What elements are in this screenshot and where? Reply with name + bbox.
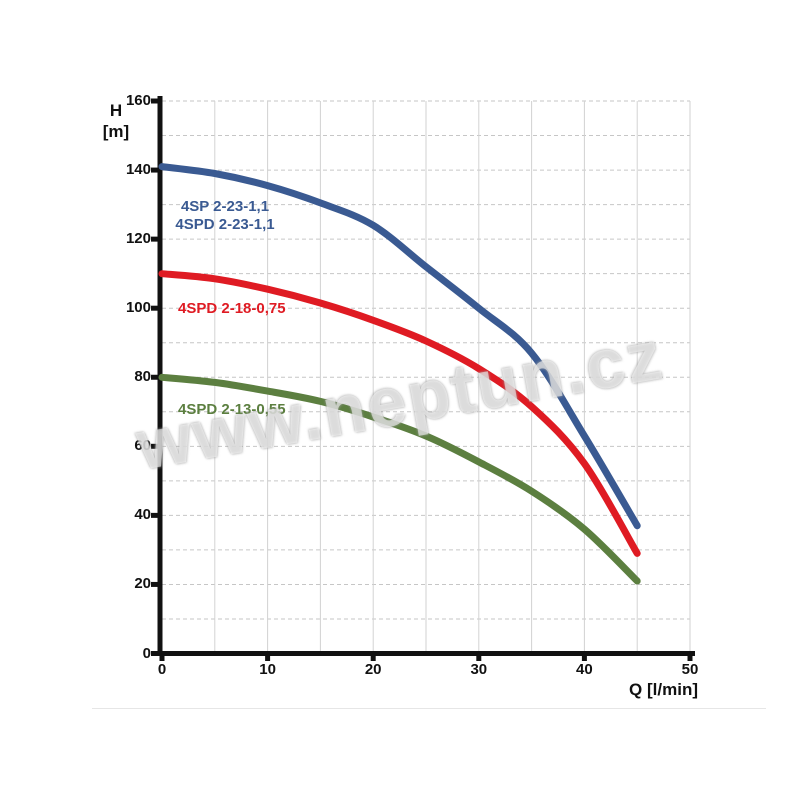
x-tick-label: 0: [157, 661, 167, 678]
y-tick-label: 20: [134, 575, 151, 593]
y-tick-label: 80: [134, 368, 151, 386]
curve-label-line: 4SPD 2-18-0,75: [178, 300, 286, 317]
curve-label-line: 4SP 2-23-1,1: [180, 198, 270, 215]
x-tick-label: 30: [470, 661, 488, 678]
y-tick-label: 160: [125, 92, 151, 109]
pump-curve-1: [158, 163, 641, 530]
y-axis-unit: [m]: [102, 122, 130, 141]
x-tick-label: 20: [364, 661, 382, 678]
y-tick-label: 60: [134, 437, 151, 455]
y-tick-label: 0: [142, 644, 151, 662]
pump-curve-3: [158, 373, 641, 585]
y-tick-label: 120: [125, 230, 151, 248]
curve-label-1: 4SP 2-23-1,1 4SPD 2-23-1,1: [155, 198, 295, 234]
curve-label-line: 4SPD 2-23-1,1: [175, 216, 275, 233]
curve-label-2: 4SPD 2-18-0,75: [178, 300, 308, 318]
curve-label-3: 4SPD 2-13-0,55: [178, 401, 308, 419]
x-tick-label: 40: [576, 661, 593, 678]
x-axis-title: Q [l/min]: [629, 680, 698, 699]
x-tick-label: 50: [681, 661, 699, 678]
gridlines: [162, 100, 691, 654]
y-axis-title: H: [109, 101, 123, 120]
pump-curves: [158, 163, 641, 585]
curve-label-line: 4SPD 2-13-0,55: [178, 401, 286, 418]
y-tick-label: 40: [134, 506, 151, 524]
y-tick-label: 100: [125, 299, 151, 317]
axes: [151, 96, 695, 661]
y-tick-label: 140: [125, 161, 151, 179]
x-tick-label: 10: [259, 661, 276, 678]
pump-curve-2: [158, 270, 641, 557]
bottom-divider-line: [92, 708, 766, 709]
